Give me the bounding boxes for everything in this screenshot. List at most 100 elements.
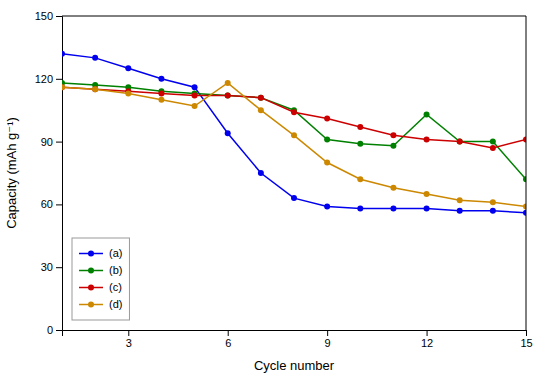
y-tick-label: 60 xyxy=(41,198,53,210)
point xyxy=(192,93,198,99)
point xyxy=(490,208,496,214)
x-axis-line xyxy=(63,331,527,337)
x-tick-label: 3 xyxy=(126,337,132,349)
point xyxy=(357,124,363,130)
point xyxy=(457,197,463,203)
series xyxy=(62,51,526,216)
y-tick-label: 150 xyxy=(35,10,53,22)
y-tick: 30 xyxy=(41,261,62,273)
x-tick: 15 xyxy=(520,330,532,349)
point xyxy=(457,139,463,145)
point xyxy=(125,65,131,71)
point xyxy=(357,206,363,212)
y-tick: 120 xyxy=(35,73,62,85)
y-tick-mark xyxy=(56,330,62,331)
frame xyxy=(526,16,527,330)
series xyxy=(62,80,526,210)
y-tick: 90 xyxy=(41,136,62,148)
legend-marker xyxy=(88,302,94,308)
series xyxy=(62,80,526,182)
point xyxy=(424,111,430,117)
y-tick-mark xyxy=(56,267,62,268)
point xyxy=(291,109,297,115)
point xyxy=(158,90,164,96)
x-tick-label: 9 xyxy=(325,337,331,349)
series-line xyxy=(62,83,526,207)
chart: 36912150306090120150(a)(b)(c)(d)Cycle nu… xyxy=(0,0,548,380)
x-tick: 12 xyxy=(421,330,433,349)
point xyxy=(390,143,396,149)
point xyxy=(92,86,98,92)
point xyxy=(258,95,264,101)
y-axis: 0 30 60 90 120 150 xyxy=(35,10,63,336)
legend-entry: (d) xyxy=(79,298,122,310)
x-tick-mark xyxy=(228,330,229,336)
x-tick-mark xyxy=(526,330,527,336)
x-tick-mark xyxy=(427,330,428,336)
point xyxy=(490,199,496,205)
point xyxy=(192,84,198,90)
point xyxy=(225,93,231,99)
legend-marker xyxy=(88,285,94,291)
y-axis-line xyxy=(56,17,63,331)
plot: 36912150306090120150(a)(b)(c)(d) xyxy=(35,10,533,349)
y-tick: 0 xyxy=(47,324,62,336)
point xyxy=(424,137,430,143)
legend-marker xyxy=(88,251,94,257)
marks xyxy=(62,51,526,216)
point xyxy=(324,116,330,122)
point xyxy=(390,206,396,212)
x-tick-label: 15 xyxy=(520,337,532,349)
point xyxy=(457,208,463,214)
legend-entry: (b) xyxy=(79,264,122,276)
point xyxy=(324,137,330,143)
x-tick: 9 xyxy=(325,330,331,349)
series-line xyxy=(62,83,526,179)
point xyxy=(490,145,496,151)
point xyxy=(357,141,363,147)
y-tick-label: 0 xyxy=(47,324,53,336)
point xyxy=(490,139,496,145)
point xyxy=(192,103,198,109)
point xyxy=(357,176,363,182)
point xyxy=(92,55,98,61)
y-tick-mark xyxy=(56,142,62,143)
point xyxy=(390,132,396,138)
legend-label: (a) xyxy=(109,247,122,259)
y-tick-label: 120 xyxy=(35,73,53,85)
x-tick-mark xyxy=(128,330,129,336)
series-line xyxy=(62,87,526,148)
point xyxy=(158,97,164,103)
legend-marker xyxy=(88,268,94,274)
point xyxy=(225,93,231,99)
point xyxy=(92,86,98,92)
point xyxy=(324,160,330,166)
point xyxy=(457,139,463,145)
series-line xyxy=(62,54,526,213)
x-tick-label: 12 xyxy=(421,337,433,349)
y-axis-title: Capacity (mAh g⁻¹) xyxy=(4,117,19,229)
legend-label: (c) xyxy=(109,281,122,293)
y-tick-mark xyxy=(56,79,62,80)
y-tick-mark xyxy=(56,204,62,205)
point xyxy=(158,76,164,82)
y-tick-label: 30 xyxy=(41,261,53,273)
point xyxy=(291,195,297,201)
point xyxy=(258,170,264,176)
x-tick-label: 6 xyxy=(225,337,231,349)
point xyxy=(258,95,264,101)
x-tick: 3 xyxy=(126,330,132,349)
point xyxy=(62,84,65,90)
y-tick: 150 xyxy=(35,10,62,22)
legend-box xyxy=(72,238,129,320)
legend-label: (b) xyxy=(109,264,122,276)
legend-label: (d) xyxy=(109,298,122,310)
point xyxy=(62,51,65,57)
x-tick-mark xyxy=(327,330,328,336)
point xyxy=(424,191,430,197)
legend-entry: (c) xyxy=(79,281,122,293)
x-axis: 3 6 9 12 15 xyxy=(63,330,533,349)
point xyxy=(225,80,231,86)
point xyxy=(62,84,65,90)
point xyxy=(125,90,131,96)
